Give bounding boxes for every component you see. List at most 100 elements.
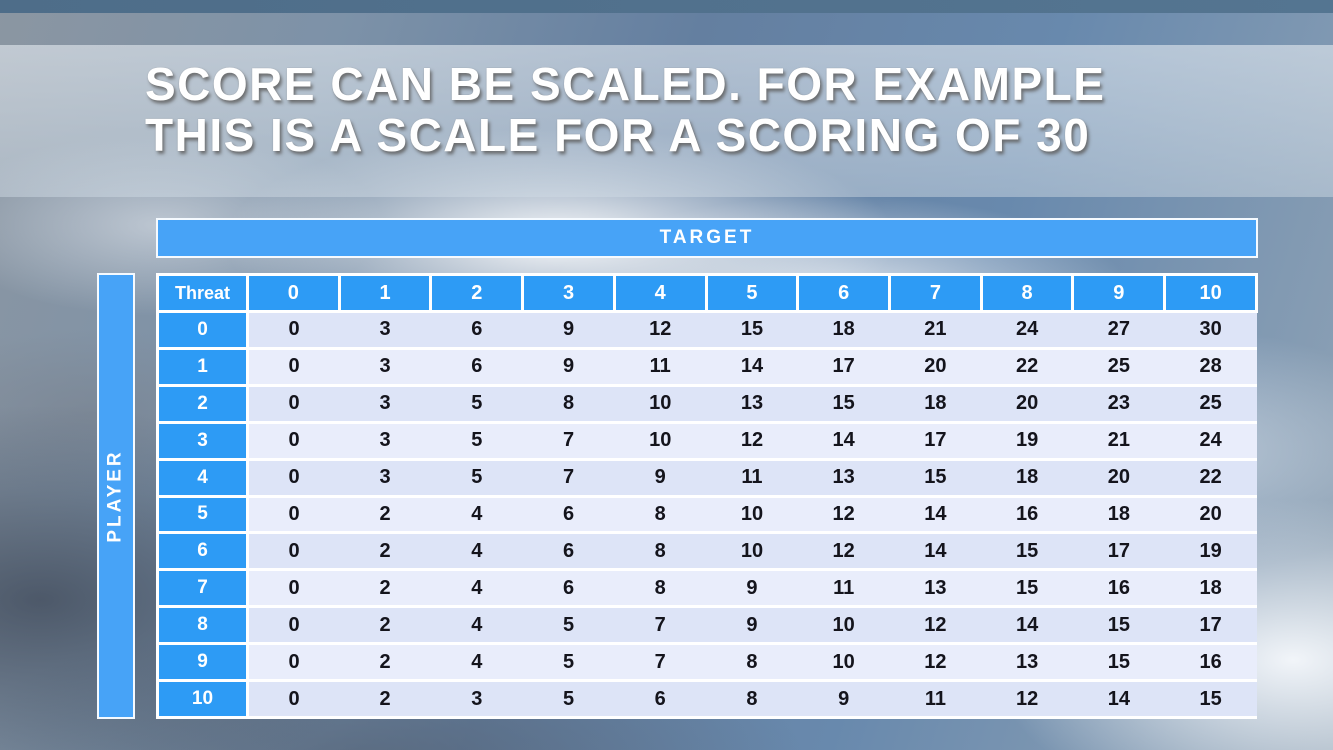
score-cell: 0 <box>247 457 340 498</box>
score-cell: 14 <box>889 494 982 535</box>
score-cell: 10 <box>797 642 890 683</box>
score-cell: 18 <box>1072 494 1165 535</box>
row-header-0: 0 <box>156 310 249 350</box>
score-cell: 22 <box>1164 457 1257 498</box>
score-cell: 12 <box>797 531 890 572</box>
score-cell: 2 <box>339 494 431 535</box>
score-cell: 15 <box>1072 642 1165 683</box>
score-cell: 6 <box>522 531 615 572</box>
score-row-5: 5 0 2 4 6 8 10 12 14 16 18 20 <box>156 494 1257 535</box>
score-cell: 14 <box>889 531 982 572</box>
corner-header-threat: Threat <box>156 273 249 313</box>
score-cell: 9 <box>797 679 890 719</box>
score-cell: 0 <box>247 531 340 572</box>
score-cell: 0 <box>247 679 340 719</box>
column-header-7: 7 <box>888 273 983 313</box>
score-cell: 15 <box>1164 679 1257 719</box>
score-row-7: 7 0 2 4 6 8 9 11 13 15 16 18 <box>156 568 1257 609</box>
column-header-6: 6 <box>796 273 892 313</box>
score-cell: 13 <box>706 383 798 424</box>
score-cell: 15 <box>797 383 890 424</box>
column-header-2: 2 <box>429 273 525 313</box>
score-cell: 0 <box>247 642 340 683</box>
score-cell: 6 <box>430 346 523 387</box>
score-cell: 2 <box>339 568 431 609</box>
score-cell: 8 <box>614 568 707 609</box>
score-cell: 18 <box>981 457 1073 498</box>
row-header-3: 3 <box>156 420 249 461</box>
score-cell: 3 <box>339 457 431 498</box>
top-accent-strip <box>0 0 1333 13</box>
score-cell: 10 <box>614 383 707 424</box>
score-cell: 4 <box>430 531 523 572</box>
score-cell: 18 <box>1164 568 1257 609</box>
player-axis-label: PLAYER <box>105 449 127 543</box>
score-cell: 2 <box>339 642 431 683</box>
score-cell: 19 <box>981 420 1073 461</box>
row-header-10: 10 <box>156 679 249 719</box>
score-cell: 0 <box>247 310 340 350</box>
score-cell: 5 <box>430 420 523 461</box>
score-cell: 7 <box>614 642 707 683</box>
score-cell: 8 <box>522 383 615 424</box>
row-header-5: 5 <box>156 494 249 535</box>
score-cell: 14 <box>981 605 1073 646</box>
score-row-10: 10 0 2 3 5 6 8 9 11 12 14 15 <box>156 679 1257 719</box>
score-cell: 12 <box>614 310 707 350</box>
score-cell: 15 <box>981 568 1073 609</box>
column-header-9: 9 <box>1071 273 1167 313</box>
score-cell: 0 <box>247 494 340 535</box>
score-cell: 13 <box>889 568 982 609</box>
score-row-3: 3 0 3 5 7 10 12 14 17 19 21 24 <box>156 420 1257 461</box>
score-cell: 23 <box>1072 383 1165 424</box>
score-cell: 24 <box>1164 420 1257 461</box>
score-cell: 14 <box>1072 679 1165 719</box>
target-axis-label: TARGET <box>659 227 755 248</box>
score-cell: 15 <box>706 310 798 350</box>
score-cell: 16 <box>1164 642 1257 683</box>
score-cell: 10 <box>797 605 890 646</box>
score-cell: 3 <box>339 420 431 461</box>
score-cell: 7 <box>614 605 707 646</box>
score-cell: 30 <box>1164 310 1257 350</box>
score-cell: 9 <box>706 605 798 646</box>
score-cell: 19 <box>1164 531 1257 572</box>
score-cell: 13 <box>981 642 1073 683</box>
score-cell: 0 <box>247 568 340 609</box>
score-cell: 8 <box>614 531 707 572</box>
score-cell: 8 <box>706 642 798 683</box>
row-header-4: 4 <box>156 457 249 498</box>
score-cell: 3 <box>339 346 431 387</box>
score-cell: 6 <box>430 310 523 350</box>
score-cell: 2 <box>339 531 431 572</box>
score-cell: 16 <box>981 494 1073 535</box>
score-cell: 6 <box>614 679 707 719</box>
score-cell: 17 <box>1072 531 1165 572</box>
score-cell: 0 <box>247 383 340 424</box>
score-cell: 24 <box>981 310 1073 350</box>
score-cell: 12 <box>797 494 890 535</box>
score-cell: 10 <box>706 531 798 572</box>
score-cell: 5 <box>522 605 615 646</box>
score-cell: 6 <box>522 568 615 609</box>
score-row-4: 4 0 3 5 7 9 11 13 15 18 20 22 <box>156 457 1257 498</box>
column-header-0: 0 <box>246 273 341 313</box>
score-cell: 3 <box>339 383 431 424</box>
score-cell: 22 <box>981 346 1073 387</box>
row-header-8: 8 <box>156 605 249 646</box>
score-cell: 14 <box>706 346 798 387</box>
score-cell: 25 <box>1164 383 1257 424</box>
score-cell: 4 <box>430 642 523 683</box>
column-header-8: 8 <box>979 273 1075 313</box>
score-cell: 5 <box>522 679 615 719</box>
score-cell: 25 <box>1072 346 1165 387</box>
score-cell: 15 <box>889 457 982 498</box>
row-header-7: 7 <box>156 568 249 609</box>
score-cell: 20 <box>1072 457 1165 498</box>
score-cell: 12 <box>981 679 1073 719</box>
score-cell: 27 <box>1072 310 1165 350</box>
slide-title-line-1: SCORE CAN BE SCALED. FOR EXAMPLE <box>145 58 1106 110</box>
row-header-1: 1 <box>156 346 249 387</box>
score-cell: 18 <box>797 310 890 350</box>
